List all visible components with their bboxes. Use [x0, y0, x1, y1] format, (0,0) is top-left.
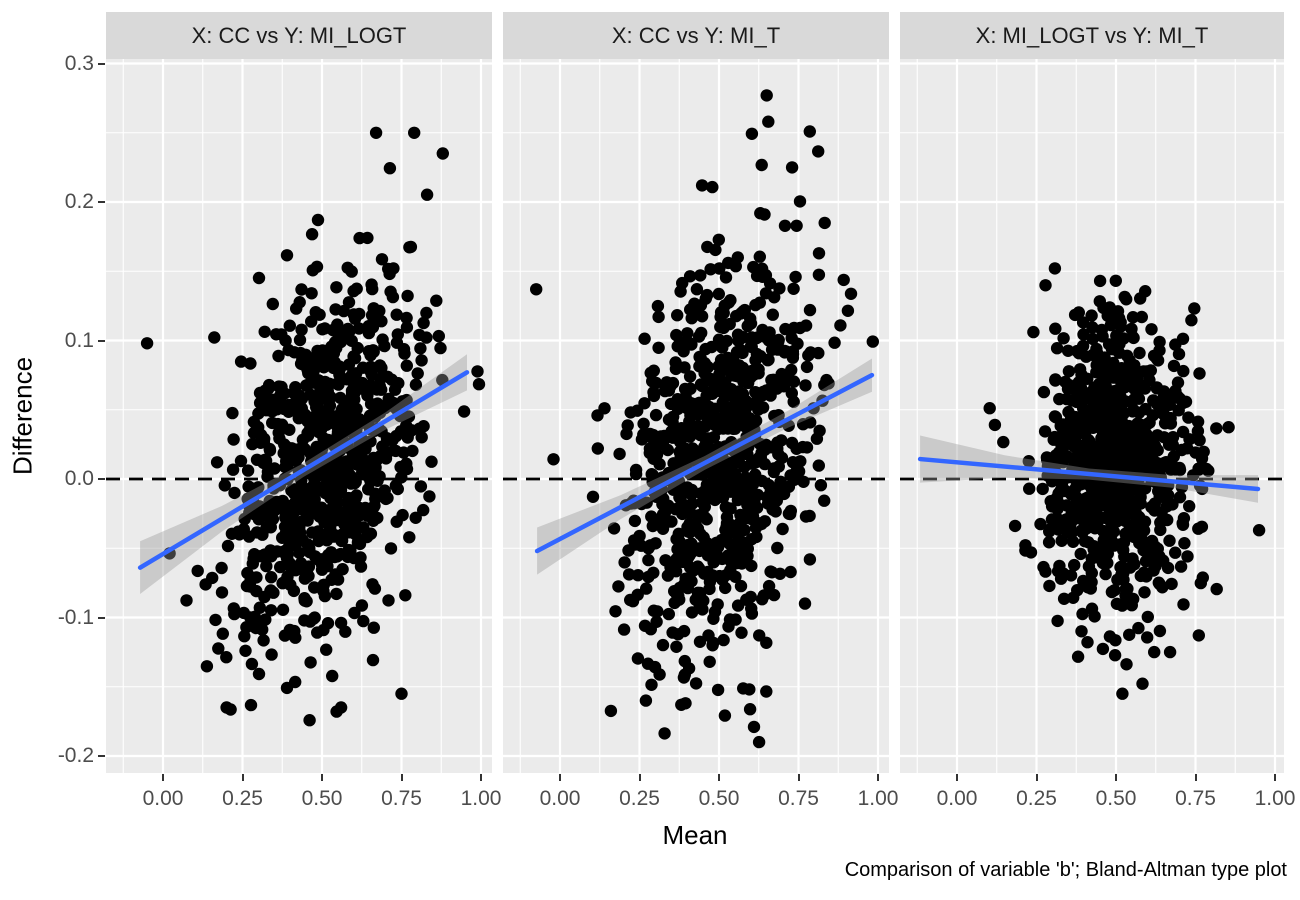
y-axis-title: Difference: [7, 356, 38, 476]
y-tick-label: -0.2: [57, 744, 94, 767]
x-tick-label: 1.00: [1254, 787, 1296, 810]
scatter-panel: [106, 59, 492, 773]
x-tick-label: 0.50: [698, 787, 740, 810]
y-tick-mark: [98, 755, 105, 758]
x-tick-label: 0.00: [936, 787, 978, 810]
y-tick-label: 0.2: [64, 190, 94, 213]
x-tick-label: 0.25: [619, 787, 660, 810]
x-tick-mark: [1194, 774, 1197, 781]
x-tick-label: 0.75: [778, 787, 819, 810]
x-tick-label: 0.50: [301, 787, 343, 810]
x-tick-mark: [241, 774, 244, 781]
x-tick-mark: [400, 774, 403, 781]
x-tick-mark: [1035, 774, 1038, 781]
x-tick-mark: [480, 774, 483, 781]
y-tick-label: 0.3: [64, 51, 94, 75]
x-tick-mark: [956, 774, 959, 781]
scatter-panel: [503, 59, 889, 773]
x-axis-title-text: Mean: [662, 820, 728, 850]
facet-strip-title: X: CC vs Y: MI_T: [611, 22, 781, 48]
smooth-line: [917, 456, 1261, 492]
y-tick-label: 0.0: [64, 467, 94, 490]
x-axis-title: Mean: [106, 820, 1284, 851]
scatter-panel: [900, 59, 1284, 773]
y-tick-mark: [98, 339, 105, 342]
y-tick-mark: [98, 616, 105, 619]
y-tick-mark: [98, 478, 105, 481]
x-tick-label: 0.00: [539, 787, 581, 810]
smooth-line: [534, 372, 875, 554]
y-tick-label: 0.1: [64, 328, 94, 352]
x-tick-label: 0.25: [1016, 787, 1057, 810]
scatter-points: [140, 126, 486, 727]
scatter-points: [530, 89, 879, 749]
smooth-line: [137, 370, 470, 570]
facet-strip-title: X: MI_LOGT vs Y: MI_T: [975, 22, 1209, 48]
x-tick-label: 0.75: [381, 787, 422, 810]
x-tick-label: 0.25: [222, 787, 263, 810]
x-tick-mark: [1274, 774, 1277, 781]
x-tick-mark: [718, 774, 721, 781]
facet-strip: X: CC vs Y: MI_LOGT: [106, 12, 492, 59]
plot-caption: Comparison of variable 'b'; Bland-Altman…: [844, 859, 1287, 881]
x-tick-mark: [638, 774, 641, 781]
x-tick-mark: [162, 774, 165, 781]
facet-strip-title: X: CC vs Y: MI_LOGT: [191, 22, 407, 48]
confidence-ribbon: [537, 358, 872, 575]
x-tick-label: 0.50: [1095, 787, 1137, 810]
y-tick-label: -0.1: [57, 605, 94, 629]
y-tick-mark: [98, 62, 105, 65]
x-tick-label: 0.00: [142, 787, 184, 810]
x-tick-mark: [1115, 774, 1118, 781]
confidence-ribbon: [140, 354, 467, 594]
x-tick-mark: [877, 774, 880, 781]
x-tick-mark: [797, 774, 800, 781]
y-tick-mark: [98, 201, 105, 204]
facet-strip: X: CC vs Y: MI_T: [503, 12, 889, 59]
x-tick-mark: [321, 774, 324, 781]
confidence-ribbon: [920, 435, 1258, 503]
x-tick-mark: [559, 774, 562, 781]
facet-strip: X: MI_LOGT vs Y: MI_T: [900, 12, 1284, 59]
x-tick-label: 0.75: [1175, 787, 1216, 810]
x-tick-label: 1.00: [857, 787, 899, 810]
x-tick-label: 1.00: [460, 787, 502, 810]
